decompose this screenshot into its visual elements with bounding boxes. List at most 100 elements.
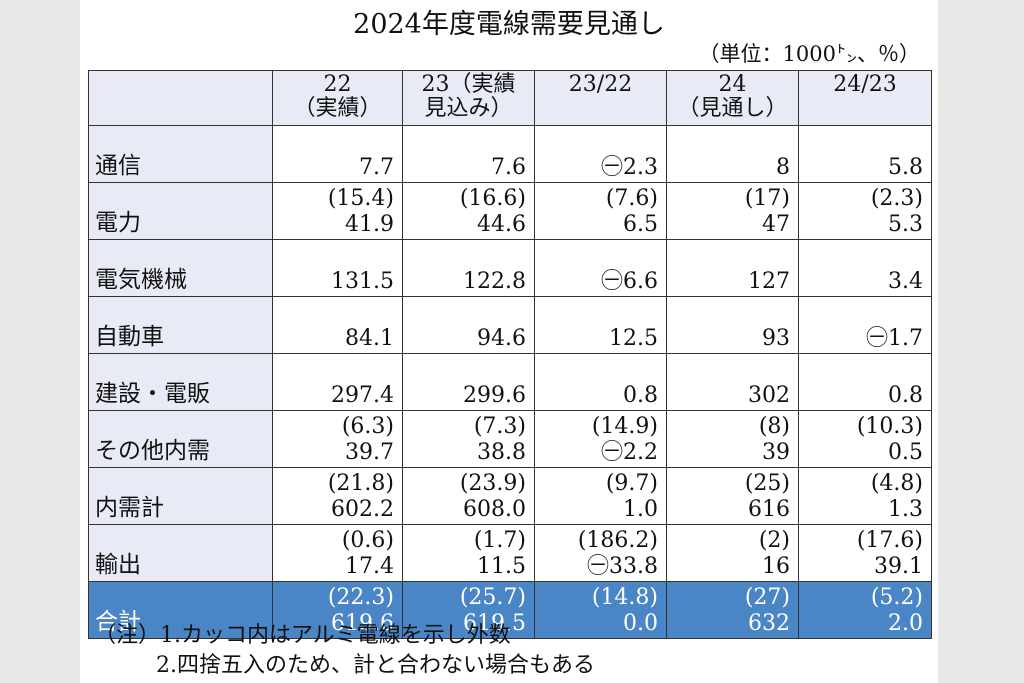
value: ㊀33.8 xyxy=(587,554,658,579)
page-title: 2024年度電線需要見通し xyxy=(353,9,665,40)
cell-c2423: 0.8 xyxy=(798,353,932,411)
cell-c24: (8) 39 xyxy=(666,410,799,468)
cell-c24: (27) 632 xyxy=(666,581,799,639)
cell-c2322: (9.7) 1.0 xyxy=(534,467,667,525)
value: 39.1 xyxy=(874,554,923,579)
header-24-23-line1: 24/23 xyxy=(833,72,897,97)
value: ㊀6.6 xyxy=(601,269,658,294)
aluminum-value: (4.8) xyxy=(870,471,923,496)
cell-c2423: (2.3) 5.3 xyxy=(798,182,932,240)
header-24-line2: （見通し） xyxy=(677,96,788,121)
aluminum-value xyxy=(273,243,394,269)
value: 122.8 xyxy=(463,269,526,294)
cell-c23: 122.8 xyxy=(402,239,535,297)
aluminum-value xyxy=(535,357,658,383)
aluminum-value: (7.6) xyxy=(605,186,658,211)
table-row: 建設・電販 297.4 299.6 0.8 302 0.8 xyxy=(88,353,932,411)
header-row: 22 （実績） 23（実績 見込み） 23/22 24 （見通し） 24/23 xyxy=(88,70,932,126)
cell-c2423: (4.8) 1.3 xyxy=(798,467,932,525)
aluminum-value: (17) xyxy=(744,186,790,211)
document-sheet: 2024年度電線需要見通し （単位：1000㌧、％） 22 （実績） 23（実績… xyxy=(80,0,938,683)
cell-c2423: (5.2) 2.0 xyxy=(798,581,932,639)
row-label: 電力 xyxy=(88,182,273,240)
aluminum-value xyxy=(799,129,923,155)
aluminum-value: (10.3) xyxy=(856,414,923,439)
value: 131.5 xyxy=(331,269,394,294)
header-23-line2: 見込み） xyxy=(424,96,513,121)
cell-c2423: 3.4 xyxy=(798,239,932,297)
cell-c2322: 0.8 xyxy=(534,353,667,411)
table-row: 通信 7.7 7.6 ㊀2.3 8 5.8 xyxy=(88,125,932,183)
value: 299.6 xyxy=(463,383,526,408)
header-24: 24 （見通し） xyxy=(666,70,799,126)
aluminum-value: (21.8) xyxy=(327,471,394,496)
cell-c23: (1.7) 11.5 xyxy=(402,524,535,582)
value: 616 xyxy=(748,497,790,522)
footnotes: （注）1.カッコ内はアルミ電線を示し外数 2.四捨五入のため、計と合わない場合も… xyxy=(94,621,595,681)
header-24-23: 24/23 xyxy=(798,70,932,126)
value: 93 xyxy=(762,326,790,351)
value: 12.5 xyxy=(609,326,658,351)
value: 47 xyxy=(762,212,790,237)
value: 602.2 xyxy=(331,497,394,522)
table-row: 自動車 84.1 94.6 12.5 93 ㊀1.7 xyxy=(88,296,932,354)
aluminum-value: (15.4) xyxy=(327,186,394,211)
cell-c24: 127 xyxy=(666,239,799,297)
value: 44.6 xyxy=(477,212,526,237)
cell-c24: 93 xyxy=(666,296,799,354)
cell-c22: 84.1 xyxy=(272,296,403,354)
value: 8 xyxy=(776,155,790,180)
cell-c2423: (10.3) 0.5 xyxy=(798,410,932,468)
aluminum-value: (22.3) xyxy=(327,585,394,610)
cell-c2322: ㊀2.3 xyxy=(534,125,667,183)
cell-c23: (7.3) 38.8 xyxy=(402,410,535,468)
row-label: その他内需 xyxy=(88,410,273,468)
header-22-line1: 22 xyxy=(323,72,352,97)
cell-c2322: (14.8) 0.0 xyxy=(534,581,667,639)
cell-c2423: (17.6) 39.1 xyxy=(798,524,932,582)
table-row: 内需計 (21.8) 602.2 (23.9) 608.0 (9.7) 1.0 (25) 616… xyxy=(88,467,932,525)
table-body: 通信 7.7 7.6 ㊀2.3 8 5.8 電力 (15.4) 41.9 (16.6) 4… xyxy=(88,125,932,639)
header-22: 22 （実績） xyxy=(272,70,403,126)
cell-c2423: 5.8 xyxy=(798,125,932,183)
aluminum-value: (25) xyxy=(744,471,790,496)
aluminum-value xyxy=(273,300,394,326)
value: 5.8 xyxy=(888,155,923,180)
value: 39 xyxy=(762,440,790,465)
row-label: 通信 xyxy=(88,125,273,183)
value: 0.0 xyxy=(623,611,658,636)
aluminum-value xyxy=(799,357,923,383)
cell-c23: (23.9) 608.0 xyxy=(402,467,535,525)
value: 84.1 xyxy=(345,326,394,351)
cell-c2322: (14.9) ㊀2.2 xyxy=(534,410,667,468)
value: ㊀2.2 xyxy=(601,440,658,465)
cell-c2322: ㊀6.6 xyxy=(534,239,667,297)
value: 619.6 xyxy=(331,611,394,636)
cell-c2322: 12.5 xyxy=(534,296,667,354)
value: 0.5 xyxy=(888,440,923,465)
table-row: その他内需 (6.3) 39.7 (7.3) 38.8 (14.9) ㊀2.2 (8) 39 (1… xyxy=(88,410,932,468)
value: 608.0 xyxy=(463,497,526,522)
value: 17.4 xyxy=(345,554,394,579)
value: 41.9 xyxy=(345,212,394,237)
cell-c2322: (186.2) ㊀33.8 xyxy=(534,524,667,582)
header-22-line2: （実績） xyxy=(293,96,382,121)
value: 39.7 xyxy=(345,440,394,465)
header-23-line1: 23（実績 xyxy=(421,72,516,97)
row-label: 内需計 xyxy=(88,467,273,525)
demand-table: 22 （実績） 23（実績 見込み） 23/22 24 （見通し） 24/23 … xyxy=(88,70,932,639)
aluminum-value: (25.7) xyxy=(459,585,526,610)
aluminum-value xyxy=(667,129,790,155)
cell-c22: (0.6) 17.4 xyxy=(272,524,403,582)
cell-c23: (25.7) 619.5 xyxy=(402,581,535,639)
footnote-1: （注）1.カッコ内はアルミ電線を示し外数 xyxy=(94,623,511,648)
cell-c22: (21.8) 602.2 xyxy=(272,467,403,525)
aluminum-value xyxy=(799,243,923,269)
row-label: 合計 xyxy=(88,581,273,639)
aluminum-value: (186.2) xyxy=(577,528,658,553)
value: 0.8 xyxy=(623,383,658,408)
cell-c22: (22.3) 619.6 xyxy=(272,581,403,639)
value: 6.5 xyxy=(623,212,658,237)
value: 38.8 xyxy=(477,440,526,465)
cell-c22: 7.7 xyxy=(272,125,403,183)
